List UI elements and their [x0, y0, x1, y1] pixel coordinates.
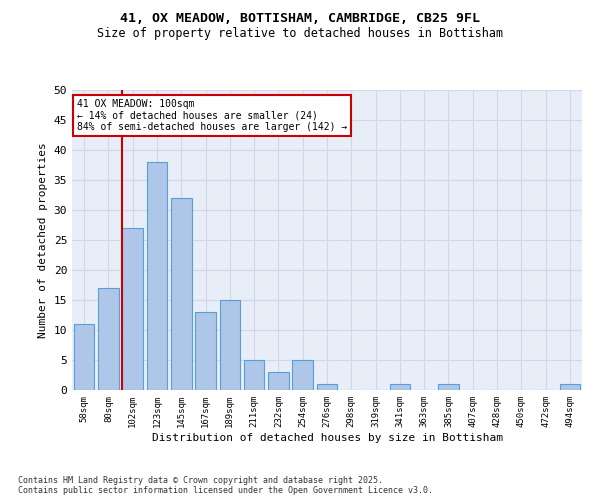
- Bar: [74, 324, 94, 390]
- Bar: [171, 198, 191, 390]
- Bar: [560, 384, 580, 390]
- Bar: [268, 372, 289, 390]
- X-axis label: Distribution of detached houses by size in Bottisham: Distribution of detached houses by size …: [151, 432, 503, 442]
- Text: Contains HM Land Registry data © Crown copyright and database right 2025.
Contai: Contains HM Land Registry data © Crown c…: [18, 476, 433, 495]
- Bar: [122, 228, 143, 390]
- Bar: [292, 360, 313, 390]
- Text: 41 OX MEADOW: 100sqm
← 14% of detached houses are smaller (24)
84% of semi-detac: 41 OX MEADOW: 100sqm ← 14% of detached h…: [77, 99, 347, 132]
- Bar: [317, 384, 337, 390]
- Bar: [244, 360, 265, 390]
- Bar: [438, 384, 459, 390]
- Text: 41, OX MEADOW, BOTTISHAM, CAMBRIDGE, CB25 9FL: 41, OX MEADOW, BOTTISHAM, CAMBRIDGE, CB2…: [120, 12, 480, 26]
- Y-axis label: Number of detached properties: Number of detached properties: [38, 142, 48, 338]
- Bar: [195, 312, 216, 390]
- Bar: [146, 162, 167, 390]
- Bar: [220, 300, 240, 390]
- Text: Size of property relative to detached houses in Bottisham: Size of property relative to detached ho…: [97, 28, 503, 40]
- Bar: [389, 384, 410, 390]
- Bar: [98, 288, 119, 390]
